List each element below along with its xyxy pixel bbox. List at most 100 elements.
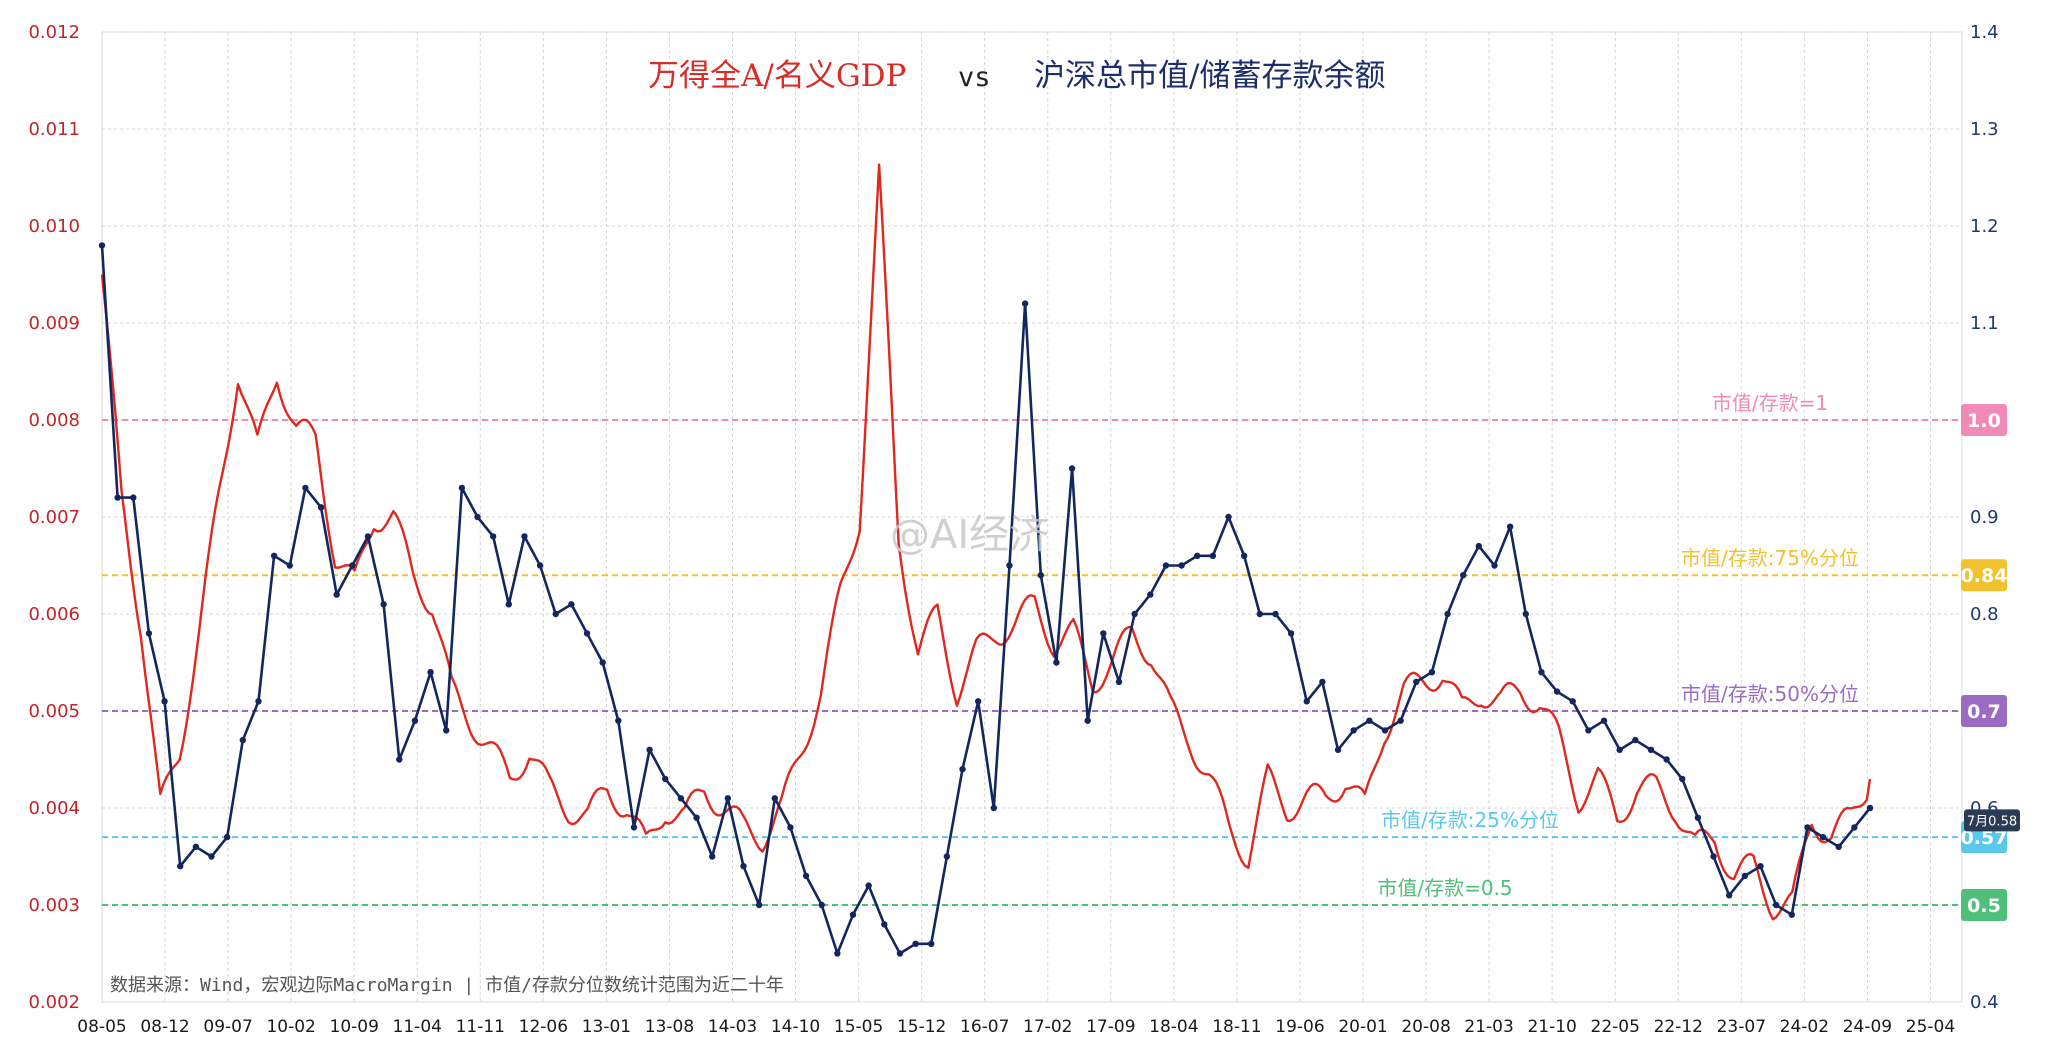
series-point-deposit-ratio bbox=[396, 756, 403, 763]
series-point-deposit-ratio bbox=[1444, 610, 1451, 618]
series-point-deposit-ratio bbox=[677, 795, 685, 802]
series-point-deposit-ratio bbox=[223, 833, 231, 841]
series-point-deposit-ratio bbox=[771, 795, 778, 802]
reference-badge bbox=[1961, 559, 2007, 592]
right-axis-tick-label: 1.2 bbox=[1970, 216, 1999, 237]
series-point-deposit-ratio bbox=[724, 795, 732, 802]
series-point-deposit-ratio bbox=[990, 804, 998, 812]
series-point-deposit-ratio bbox=[1460, 572, 1467, 579]
series-point-deposit-ratio bbox=[1569, 698, 1576, 705]
series-point-deposit-ratio bbox=[708, 853, 716, 860]
series-point-deposit-ratio bbox=[333, 591, 340, 598]
reference-badge-value: 1.0 bbox=[1967, 410, 2001, 432]
reference-line-label: 市值/存款:25%分位 bbox=[1381, 808, 1559, 832]
series-point-deposit-ratio bbox=[849, 911, 857, 918]
series-point-deposit-ratio bbox=[1021, 300, 1029, 307]
x-axis-tick-label: 08-05 bbox=[77, 1017, 126, 1037]
series-point-deposit-ratio bbox=[1115, 678, 1123, 686]
series-point-deposit-ratio bbox=[755, 901, 763, 909]
series-point-deposit-ratio bbox=[1287, 630, 1295, 637]
reference-badge-value: 0.84 bbox=[1961, 565, 2008, 587]
series-point-deposit-ratio bbox=[928, 940, 935, 947]
series-point-deposit-ratio bbox=[458, 484, 466, 492]
series-point-deposit-ratio bbox=[161, 698, 168, 705]
series-point-deposit-ratio bbox=[1272, 610, 1279, 618]
series-point-deposit-ratio bbox=[568, 601, 575, 608]
reference-line-label: 市值/存款:50%分位 bbox=[1681, 682, 1859, 706]
series-point-deposit-ratio bbox=[1209, 552, 1217, 559]
left-axis-tick-label: 0.010 bbox=[28, 216, 80, 237]
title-vs: vs bbox=[958, 62, 991, 93]
chart-title: 万得全A/名义GDP vs 沪深总市值/储蓄存款余额 bbox=[648, 58, 1385, 94]
x-axis-tick-label: 22-12 bbox=[1654, 1017, 1703, 1037]
x-axis-tick-label: 25-04 bbox=[1906, 1017, 1955, 1037]
series-point-deposit-ratio bbox=[1053, 659, 1060, 666]
reference-badge bbox=[1961, 889, 2007, 921]
series-point-deposit-ratio bbox=[1350, 727, 1357, 734]
x-axis-tick-label: 21-10 bbox=[1527, 1017, 1576, 1037]
reference-badge bbox=[1961, 404, 2007, 436]
series-point-deposit-ratio bbox=[881, 921, 888, 928]
series-point-deposit-ratio bbox=[239, 736, 247, 744]
series-point-deposit-ratio bbox=[192, 843, 200, 850]
series-point-deposit-ratio bbox=[98, 242, 106, 249]
series-point-deposit-ratio bbox=[1240, 552, 1248, 559]
x-axis-tick-label: 24-02 bbox=[1780, 1017, 1829, 1037]
series-point-deposit-ratio bbox=[1131, 610, 1138, 618]
series-point-deposit-ratio bbox=[364, 533, 372, 540]
latest-marker bbox=[1964, 809, 2020, 832]
right-axis-ticks: 0.40.50.60.70.80.91.01.11.21.31.4 bbox=[1970, 22, 1999, 1013]
series-line-gdp-ratio bbox=[100, 163, 1872, 921]
series-point-deposit-ratio bbox=[1475, 542, 1483, 550]
series-point-deposit-ratio bbox=[1334, 746, 1342, 753]
series-point-deposit-ratio bbox=[1522, 610, 1529, 618]
x-axis-tick-label: 14-10 bbox=[771, 1017, 820, 1037]
series-point-deposit-ratio bbox=[505, 601, 512, 608]
source-note: 数据来源：Wind，宏观边际MacroMargin | 市值/存款分位数统计范围… bbox=[110, 975, 784, 996]
right-axis-tick-label: 1.3 bbox=[1970, 119, 1999, 140]
series-point-deposit-ratio bbox=[1413, 678, 1420, 686]
x-axis-tick-label: 11-04 bbox=[393, 1017, 442, 1037]
series-point-deposit-ratio bbox=[1397, 717, 1404, 724]
series-point-deposit-ratio bbox=[1366, 717, 1373, 724]
series-point-deposit-ratio bbox=[1506, 523, 1514, 530]
series-point-deposit-ratio bbox=[1741, 872, 1749, 880]
x-axis-tick-label: 20-01 bbox=[1338, 1017, 1387, 1037]
series-point-deposit-ratio bbox=[959, 766, 966, 773]
left-axis-tick-label: 0.009 bbox=[28, 313, 80, 334]
series-point-deposit-ratio bbox=[521, 533, 528, 540]
x-axis-tick-label: 14-03 bbox=[708, 1017, 757, 1037]
reference-badge-value: 0.5 bbox=[1967, 895, 2001, 917]
series-point-deposit-ratio bbox=[1616, 746, 1623, 753]
right-axis-tick-label: 0.8 bbox=[1970, 604, 1999, 625]
reference-line-label: 市值/存款:75%分位 bbox=[1681, 546, 1859, 570]
series-point-deposit-ratio bbox=[1037, 572, 1044, 579]
series-point-deposit-ratio bbox=[536, 562, 544, 569]
series-point-deposit-ratio bbox=[1647, 746, 1655, 753]
series-point-deposit-ratio bbox=[145, 630, 153, 637]
series-point-deposit-ratio bbox=[380, 601, 387, 608]
series-point-deposit-ratio bbox=[1006, 562, 1013, 569]
series-point-deposit-ratio bbox=[1068, 465, 1076, 472]
x-axis-tick-label: 24-09 bbox=[1843, 1017, 1892, 1037]
series-point-deposit-ratio bbox=[599, 659, 606, 666]
series-point-deposit-ratio bbox=[1819, 833, 1827, 841]
series-point-deposit-ratio bbox=[943, 853, 951, 860]
x-axis-tick-label: 15-12 bbox=[897, 1017, 946, 1037]
series-point-deposit-ratio bbox=[834, 950, 841, 957]
series-point-deposit-ratio bbox=[1757, 863, 1764, 870]
series-point-deposit-ratio bbox=[1632, 736, 1639, 744]
series-point-deposit-ratio bbox=[1694, 814, 1702, 821]
x-axis-tick-label: 10-09 bbox=[330, 1017, 379, 1037]
series-point-deposit-ratio bbox=[1194, 552, 1201, 559]
series-point-deposit-ratio bbox=[489, 533, 497, 540]
latest-marker-label: 7月0.58 bbox=[1967, 814, 2017, 829]
series-point-deposit-ratio bbox=[177, 863, 184, 870]
series-point-deposit-ratio bbox=[693, 814, 700, 821]
series-point-deposit-ratio bbox=[130, 494, 137, 501]
x-axis-tick-label: 18-11 bbox=[1212, 1017, 1261, 1037]
series-point-deposit-ratio bbox=[208, 853, 215, 860]
series-point-deposit-ratio bbox=[474, 513, 481, 521]
series-line-deposit-ratio bbox=[100, 245, 1872, 955]
